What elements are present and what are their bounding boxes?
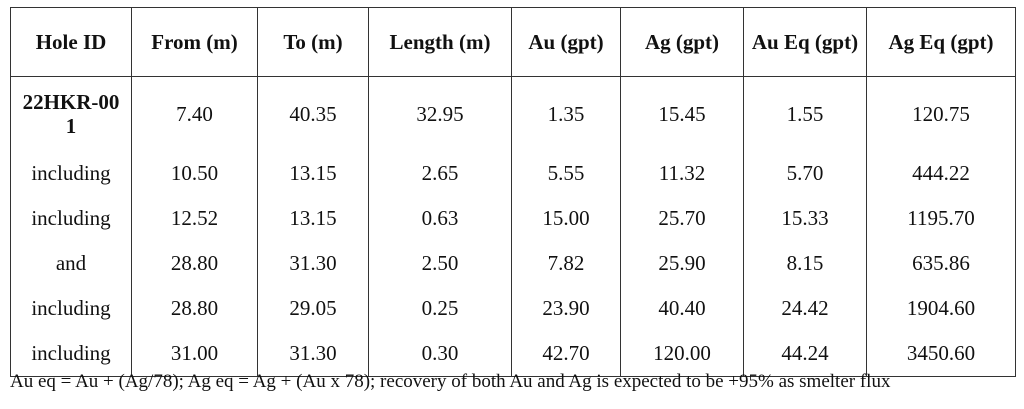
header-au: Au (gpt) <box>511 7 621 77</box>
cell-au: 42.70 <box>511 331 621 377</box>
cell-from: 28.80 <box>131 286 258 331</box>
table-row: including 28.80 29.05 0.25 23.90 40.40 2… <box>10 286 1016 331</box>
cell-ag-eq: 635.86 <box>866 241 1016 286</box>
cell-to: 31.30 <box>257 241 369 286</box>
cell-au-eq: 8.15 <box>743 241 867 286</box>
cell-ag: 11.32 <box>620 151 744 196</box>
header-to: To (m) <box>257 7 369 77</box>
table-row: 22HKR-001 7.40 40.35 32.95 1.35 15.45 1.… <box>10 76 1016 151</box>
footnote: Au eq = Au + (Ag/78); Ag eq = Ag + (Au x… <box>10 371 891 392</box>
cell-au-eq: 5.70 <box>743 151 867 196</box>
table-header: Hole ID From (m) To (m) Length (m) Au (g… <box>10 7 1016 77</box>
cell-au-eq: 44.24 <box>743 331 867 377</box>
cell-length: 0.63 <box>368 196 512 241</box>
cell-length: 32.95 <box>368 76 512 151</box>
cell-ag-eq: 3450.60 <box>866 331 1016 377</box>
header-ag: Ag (gpt) <box>620 7 744 77</box>
cell-from: 31.00 <box>131 331 258 377</box>
cell-ag: 25.90 <box>620 241 744 286</box>
cell-au: 7.82 <box>511 241 621 286</box>
cell-ag: 25.70 <box>620 196 744 241</box>
cell-from: 12.52 <box>131 196 258 241</box>
cell-ag: 120.00 <box>620 331 744 377</box>
cell-ag-eq: 120.75 <box>866 76 1016 151</box>
cell-ag-eq: 1904.60 <box>866 286 1016 331</box>
cell-au-eq: 15.33 <box>743 196 867 241</box>
cell-from: 7.40 <box>131 76 258 151</box>
header-from: From (m) <box>131 7 258 77</box>
header-row: Hole ID From (m) To (m) Length (m) Au (g… <box>10 7 1016 77</box>
cell-hole-id: including <box>10 331 132 377</box>
cell-hole-id: including <box>10 286 132 331</box>
cell-length: 2.50 <box>368 241 512 286</box>
cell-to: 13.15 <box>257 151 369 196</box>
cell-length: 0.25 <box>368 286 512 331</box>
cell-hole-id: and <box>10 241 132 286</box>
cell-au: 15.00 <box>511 196 621 241</box>
cell-length: 0.30 <box>368 331 512 377</box>
cell-hole-id: including <box>10 151 132 196</box>
table-row: including 12.52 13.15 0.63 15.00 25.70 1… <box>10 196 1016 241</box>
cell-to: 31.30 <box>257 331 369 377</box>
drill-results-table: Hole ID From (m) To (m) Length (m) Au (g… <box>10 7 1016 377</box>
header-ag-eq: Ag Eq (gpt) <box>866 7 1016 77</box>
cell-hole-id: including <box>10 196 132 241</box>
cell-to: 40.35 <box>257 76 369 151</box>
table-row: and 28.80 31.30 2.50 7.82 25.90 8.15 635… <box>10 241 1016 286</box>
cell-to: 13.15 <box>257 196 369 241</box>
cell-au-eq: 1.55 <box>743 76 867 151</box>
cell-from: 28.80 <box>131 241 258 286</box>
cell-length: 2.65 <box>368 151 512 196</box>
cell-ag: 40.40 <box>620 286 744 331</box>
header-hole-id: Hole ID <box>10 7 132 77</box>
cell-ag-eq: 1195.70 <box>866 196 1016 241</box>
table-row: including 10.50 13.15 2.65 5.55 11.32 5.… <box>10 151 1016 196</box>
cell-hole-id: 22HKR-001 <box>10 76 132 151</box>
cell-ag: 15.45 <box>620 76 744 151</box>
cell-au: 1.35 <box>511 76 621 151</box>
table-body: 22HKR-001 7.40 40.35 32.95 1.35 15.45 1.… <box>10 76 1016 377</box>
cell-to: 29.05 <box>257 286 369 331</box>
cell-from: 10.50 <box>131 151 258 196</box>
table-row: including 31.00 31.30 0.30 42.70 120.00 … <box>10 331 1016 377</box>
cell-au: 23.90 <box>511 286 621 331</box>
header-length: Length (m) <box>368 7 512 77</box>
cell-ag-eq: 444.22 <box>866 151 1016 196</box>
header-au-eq: Au Eq (gpt) <box>743 7 867 77</box>
cell-au: 5.55 <box>511 151 621 196</box>
cell-au-eq: 24.42 <box>743 286 867 331</box>
